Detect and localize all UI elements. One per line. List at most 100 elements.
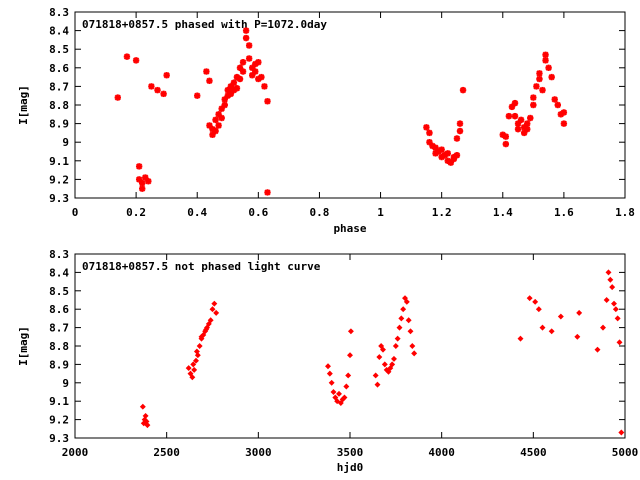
data-point bbox=[255, 59, 262, 66]
data-point bbox=[139, 179, 146, 187]
x-tick-label: 2000 bbox=[62, 446, 89, 459]
x-tick-label: 5000 bbox=[612, 446, 639, 459]
chart-title: 071818+0857.5 phased with P=1072.0day bbox=[82, 18, 327, 31]
data-point bbox=[203, 326, 210, 333]
data-point bbox=[347, 352, 353, 359]
data-point bbox=[389, 361, 396, 368]
x-tick-label: 3000 bbox=[245, 446, 272, 459]
x-tick-label: 1.4 bbox=[493, 206, 513, 219]
data-point bbox=[193, 357, 199, 364]
data-point bbox=[502, 133, 510, 140]
data-point bbox=[242, 34, 250, 42]
data-point bbox=[423, 124, 430, 131]
y-tick-label: 8.3 bbox=[49, 6, 69, 19]
y-tick-label: 8.8 bbox=[49, 99, 69, 112]
y-tick-label: 9.2 bbox=[49, 173, 69, 186]
data-point bbox=[239, 59, 247, 66]
data-point bbox=[400, 306, 407, 313]
data-point bbox=[574, 333, 581, 340]
data-point bbox=[347, 328, 354, 335]
data-point bbox=[198, 333, 205, 340]
data-point bbox=[132, 57, 140, 64]
data-point bbox=[548, 73, 555, 81]
x-tick-label: 0.6 bbox=[248, 206, 268, 219]
data-point bbox=[557, 313, 564, 320]
data-point bbox=[514, 125, 522, 133]
data-point bbox=[213, 309, 220, 316]
data-point bbox=[325, 363, 331, 370]
data-point bbox=[391, 355, 397, 362]
data-point bbox=[211, 300, 218, 307]
data-point bbox=[532, 298, 539, 305]
y-tick-label: 8.6 bbox=[49, 62, 69, 75]
data-point bbox=[218, 114, 225, 122]
data-point bbox=[603, 297, 610, 303]
data-point bbox=[144, 422, 151, 429]
data-point bbox=[542, 57, 549, 64]
phased-panel: 0 0.2 0.4 0.6 0.8 1 1.2 1.4 1.6 1.8 8.3 8.4 8.5 8.6 8.… bbox=[17, 6, 635, 235]
data-point bbox=[189, 374, 196, 381]
data-point bbox=[215, 122, 222, 129]
data-point bbox=[517, 116, 525, 124]
data-point bbox=[203, 68, 210, 75]
data-point bbox=[605, 269, 612, 276]
data-point bbox=[258, 73, 265, 81]
data-point bbox=[380, 346, 386, 353]
data-point bbox=[502, 140, 510, 148]
data-point bbox=[139, 403, 146, 410]
plot-frame bbox=[74, 11, 626, 199]
data-point bbox=[533, 83, 540, 90]
data-point bbox=[459, 86, 467, 94]
y-axis-label: I[mag] bbox=[17, 326, 30, 366]
data-point bbox=[616, 339, 623, 346]
data-point bbox=[190, 361, 197, 368]
y-tick-label: 8.5 bbox=[49, 43, 69, 56]
data-point bbox=[398, 315, 405, 322]
data-point bbox=[411, 350, 418, 357]
y-tick-label: 9.3 bbox=[49, 192, 69, 205]
data-point bbox=[236, 64, 244, 71]
y-tick-label: 8.4 bbox=[49, 266, 69, 279]
data-point bbox=[374, 381, 381, 388]
x-tick-label: 0.2 bbox=[126, 206, 146, 219]
data-point bbox=[539, 324, 546, 331]
data-point bbox=[378, 343, 385, 349]
data-point bbox=[392, 343, 399, 349]
x-axis-label: hjd0 bbox=[337, 461, 364, 474]
x-tick-label: 0.8 bbox=[310, 206, 330, 219]
y-tick-label: 8.6 bbox=[49, 303, 69, 316]
data-point bbox=[163, 72, 170, 79]
data-point bbox=[205, 320, 212, 327]
data-point bbox=[560, 120, 568, 127]
y-tick-label: 8.7 bbox=[49, 322, 69, 335]
x-tick-label: 3500 bbox=[337, 446, 364, 459]
data-point bbox=[209, 131, 216, 138]
data-point bbox=[545, 64, 552, 71]
data-point bbox=[444, 150, 451, 157]
data-point bbox=[453, 135, 461, 142]
data-point bbox=[194, 92, 201, 99]
unphased-panel: 2000 2500 3000 3500 4000 4500 5000 8.3 8.4 8.5 8.6… bbox=[17, 248, 638, 474]
data-point bbox=[453, 152, 461, 159]
data-point bbox=[332, 394, 339, 401]
data-point bbox=[148, 83, 155, 90]
data-point bbox=[187, 370, 194, 377]
data-point bbox=[207, 317, 214, 324]
y-tick-label: 9.1 bbox=[49, 395, 69, 408]
data-point bbox=[594, 346, 601, 353]
data-point bbox=[535, 306, 542, 313]
y-tick-label: 8.9 bbox=[49, 358, 69, 371]
data-point bbox=[548, 328, 555, 335]
data-point bbox=[221, 101, 228, 109]
x-tick-label: 0.4 bbox=[187, 206, 207, 219]
data-point bbox=[396, 324, 403, 331]
data-point bbox=[139, 185, 146, 192]
y-tick-label: 9 bbox=[62, 377, 69, 390]
y-tick-label: 9.1 bbox=[49, 155, 69, 168]
data-point bbox=[135, 163, 143, 170]
data-point bbox=[407, 328, 414, 335]
x-tick-label: 4000 bbox=[428, 446, 455, 459]
data-point bbox=[239, 68, 247, 75]
data-point bbox=[614, 315, 621, 322]
x-tick-label: 1.6 bbox=[554, 206, 574, 219]
